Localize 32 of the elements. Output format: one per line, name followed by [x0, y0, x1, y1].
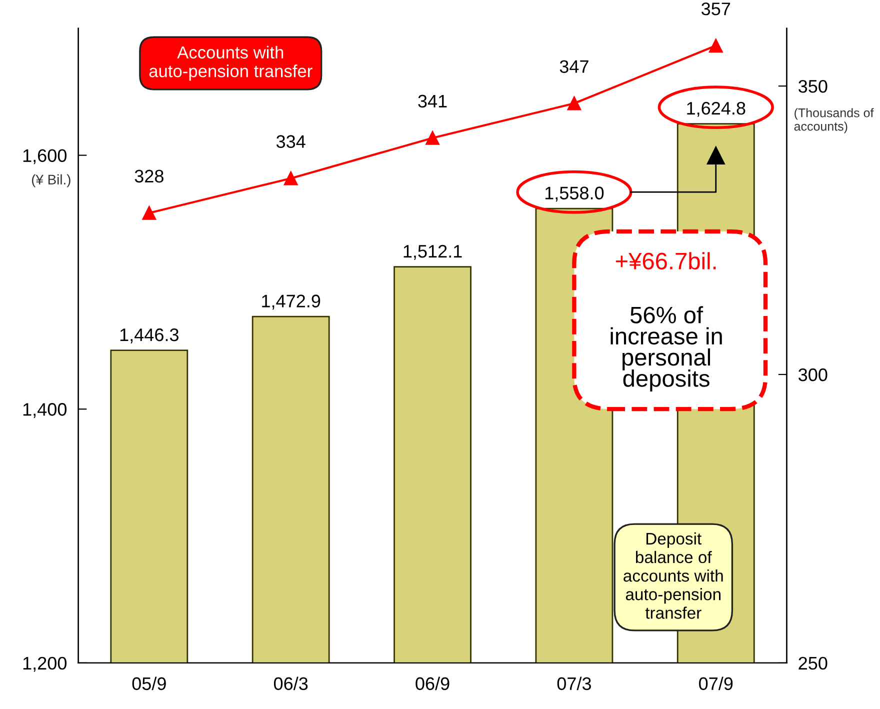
point [567, 96, 582, 110]
data-label: 357 [702, 2, 730, 16]
y-axis-title: (¥ Bil.) [32, 174, 70, 188]
data-label: 328 [134, 170, 164, 183]
y2-axis-title: (Thousands of accounts) [794, 108, 874, 134]
data-label: 1,446.3 [120, 328, 178, 344]
x-tick-label: 06/3 [274, 676, 308, 690]
annotation: +¥66.7bil. [616, 252, 716, 270]
point [142, 206, 156, 220]
data-label: 1,472.9 [262, 294, 320, 310]
y2-tick-label: 300 [798, 368, 828, 382]
x-tick-label: 07/3 [557, 676, 591, 690]
series-label: Deposit balance of accounts with auto-pension transfer [624, 532, 723, 619]
x-tick-label: 06/9 [416, 676, 450, 690]
data-label: 347 [560, 60, 588, 73]
text: Accounts with auto-pension transfer [149, 46, 312, 81]
y2-tick-label: 350 [798, 80, 828, 93]
data-label: 334 [276, 135, 306, 148]
data-label: 1,512.1 [404, 244, 462, 260]
data-label: 1,624.8 [687, 102, 746, 117]
point [708, 38, 723, 53]
y-tick-label: 1,200 [23, 656, 67, 672]
x-tick-label: 05/9 [132, 676, 166, 690]
x-tick-label: 07/9 [699, 676, 733, 690]
annotation: 56% of increase in personal deposits [610, 306, 722, 392]
y-tick-label: 1,400 [23, 403, 67, 418]
y2-tick-label: 250 [798, 656, 828, 670]
data-label: 341 [418, 94, 447, 108]
point [426, 131, 440, 145]
point [284, 171, 298, 186]
data-label: 1,558.0 [545, 186, 604, 202]
y-tick-label: 1,600 [23, 149, 67, 164]
